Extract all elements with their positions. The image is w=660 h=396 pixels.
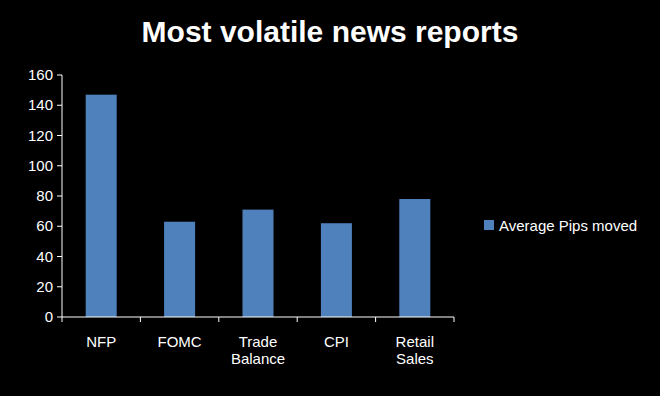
y-axis [62, 75, 63, 317]
y-tick [57, 135, 62, 136]
y-tick-label: 0 [45, 308, 53, 325]
y-tick-label: 20 [36, 278, 53, 295]
bars [86, 95, 431, 317]
y-tick-label: 80 [36, 187, 53, 204]
bar [86, 95, 117, 317]
y-tick-label: 120 [28, 127, 53, 144]
title: Most volatile news reports [142, 15, 519, 48]
bar [321, 223, 352, 317]
y-tick [57, 165, 62, 166]
x-tick-label: Trade Balance [222, 333, 294, 367]
x-tick [140, 317, 141, 322]
x-tick [62, 317, 63, 322]
x-tick-label: Retail Sales [379, 333, 451, 367]
y-tick [57, 75, 62, 76]
y-tick [57, 286, 62, 287]
x-axis [62, 317, 454, 318]
x-tick [218, 317, 219, 322]
y-tick [57, 317, 62, 318]
x-tick-label: FOMC [144, 333, 216, 350]
y-tick [57, 196, 62, 197]
chart-root: Most volatile news reports 0 20 40 60 80 100 12… [0, 0, 660, 396]
x-tick [297, 317, 298, 322]
y-tick-label: 160 [28, 66, 53, 83]
x-tick-label: CPI [300, 333, 372, 350]
y-tick [57, 226, 62, 227]
y-tick [57, 256, 62, 257]
y-tick [57, 105, 62, 106]
bar [399, 199, 430, 317]
bar [243, 210, 274, 317]
y-tick-label: 40 [36, 248, 53, 265]
x-tick [375, 317, 376, 322]
y-tick-label: 140 [28, 96, 53, 113]
x-tick [454, 317, 455, 322]
legend-label: Average Pips moved [499, 217, 637, 234]
x-tick-label: NFP [65, 333, 137, 350]
bar [164, 222, 195, 317]
y-tick-label: 100 [28, 157, 53, 174]
y-tick-label: 60 [36, 217, 53, 234]
legend-swatch [484, 220, 494, 230]
